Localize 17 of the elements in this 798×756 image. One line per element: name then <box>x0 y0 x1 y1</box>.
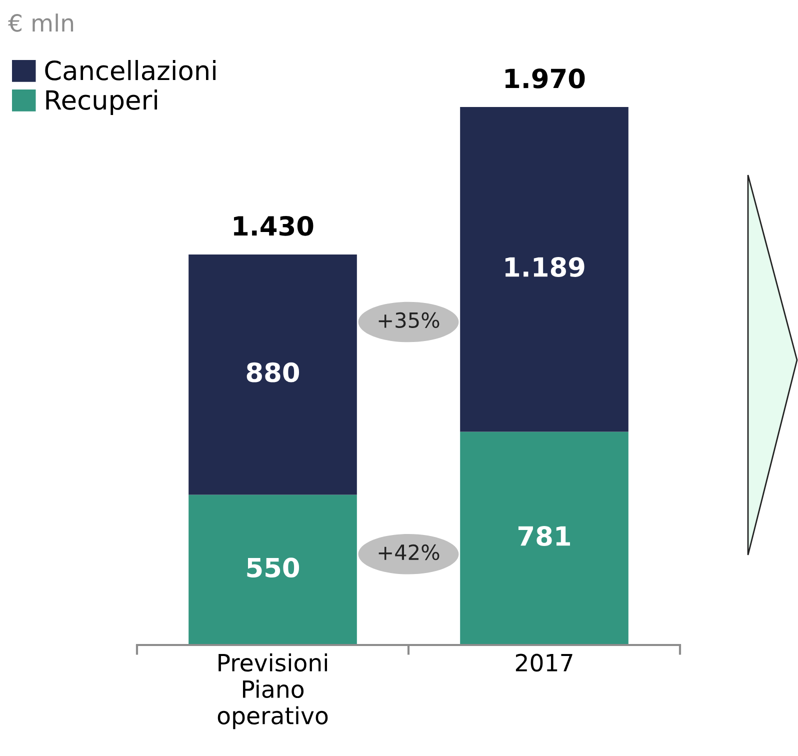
total-label: 1.430 <box>234 216 314 236</box>
annotation: +35% <box>378 312 440 328</box>
data-label: 1.189 <box>505 257 584 278</box>
bar <box>460 432 628 645</box>
data-label: 550 <box>247 558 300 578</box>
data-label: 880 <box>246 362 300 382</box>
x-tick-label: Previsioni Piano operativo <box>218 653 328 730</box>
total-label: 1.970 <box>505 68 585 88</box>
bar <box>188 494 357 645</box>
legend-label: Recuperi <box>46 90 157 116</box>
data-label: 781 <box>518 526 570 546</box>
x-tick-label: 2017 <box>516 654 572 672</box>
bar <box>460 107 628 432</box>
legend-label: Cancellazioni <box>45 60 216 80</box>
text: € mln <box>8 14 74 32</box>
annotation: +42% <box>378 544 440 560</box>
bar <box>188 254 357 495</box>
